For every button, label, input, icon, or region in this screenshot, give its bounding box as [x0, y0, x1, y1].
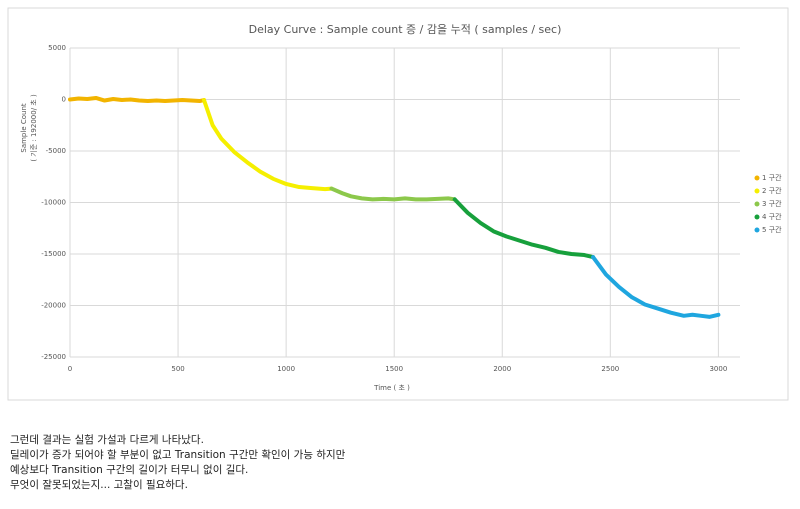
y-tick-label: 5000	[48, 44, 66, 52]
document-text: 그런데 결과는 실험 가설과 다르게 나타났다. 딜레이가 증가 되어야 할 부분…	[10, 433, 345, 493]
legend-label: 3 구간	[762, 199, 782, 208]
legend-label: 4 구간	[762, 212, 782, 221]
y-tick-label: -20000	[41, 302, 66, 310]
x-tick-label: 0	[68, 365, 72, 373]
x-tick-label: 2000	[493, 365, 511, 373]
text-line: 무엇이 잘못되었는지... 고찰이 필요하다.	[10, 479, 188, 491]
text-line: 그런데 결과는 실험 가설과 다르게 나타났다.	[10, 434, 204, 446]
x-tick-label: 2500	[601, 365, 619, 373]
chart-title: Delay Curve : Sample count 증 / 감을 누적 ( s…	[249, 23, 562, 36]
series-line	[329, 186, 457, 202]
legend-label: 1 구간	[762, 173, 782, 182]
x-tick-label: 1500	[385, 365, 403, 373]
chart: Delay Curve : Sample count 증 / 감을 누적 ( s…	[7, 7, 789, 401]
x-tick-label: 1000	[277, 365, 295, 373]
series-line	[591, 255, 721, 319]
legend-marker	[754, 188, 760, 194]
y-tick-label: 0	[62, 96, 66, 104]
x-axis-label: Time ( 초 )	[373, 384, 410, 392]
series-line	[202, 98, 334, 192]
x-tick-label: 500	[171, 365, 184, 373]
legend-label: 2 구간	[762, 186, 782, 195]
y-axis-label: Sample Count	[20, 103, 28, 153]
series-line	[452, 197, 596, 260]
text-line: 딜레이가 증가 되어야 할 부분이 없고 Transition 구간만 확인이 …	[10, 449, 346, 461]
page: Delay Curve : Sample count 증 / 감을 누적 ( s…	[7, 7, 789, 491]
legend-marker	[754, 214, 760, 220]
y-tick-label: -15000	[41, 250, 66, 258]
chart-frame	[7, 7, 789, 401]
legend-marker	[754, 227, 760, 233]
legend-label: 5 구간	[762, 225, 782, 234]
y-axis-label-sub: ( 기준 : 192000/ 초 )	[29, 94, 38, 162]
legend-marker	[754, 175, 760, 181]
y-tick-label: -10000	[41, 199, 66, 207]
legend-marker	[754, 201, 760, 207]
text-line: 예상보다 Transition 구간의 길이가 터무니 없이 길다.	[10, 464, 249, 476]
y-tick-label: -5000	[46, 147, 66, 155]
y-tick-label: -25000	[41, 353, 66, 361]
series-line	[68, 95, 206, 104]
x-tick-label: 3000	[709, 365, 727, 373]
